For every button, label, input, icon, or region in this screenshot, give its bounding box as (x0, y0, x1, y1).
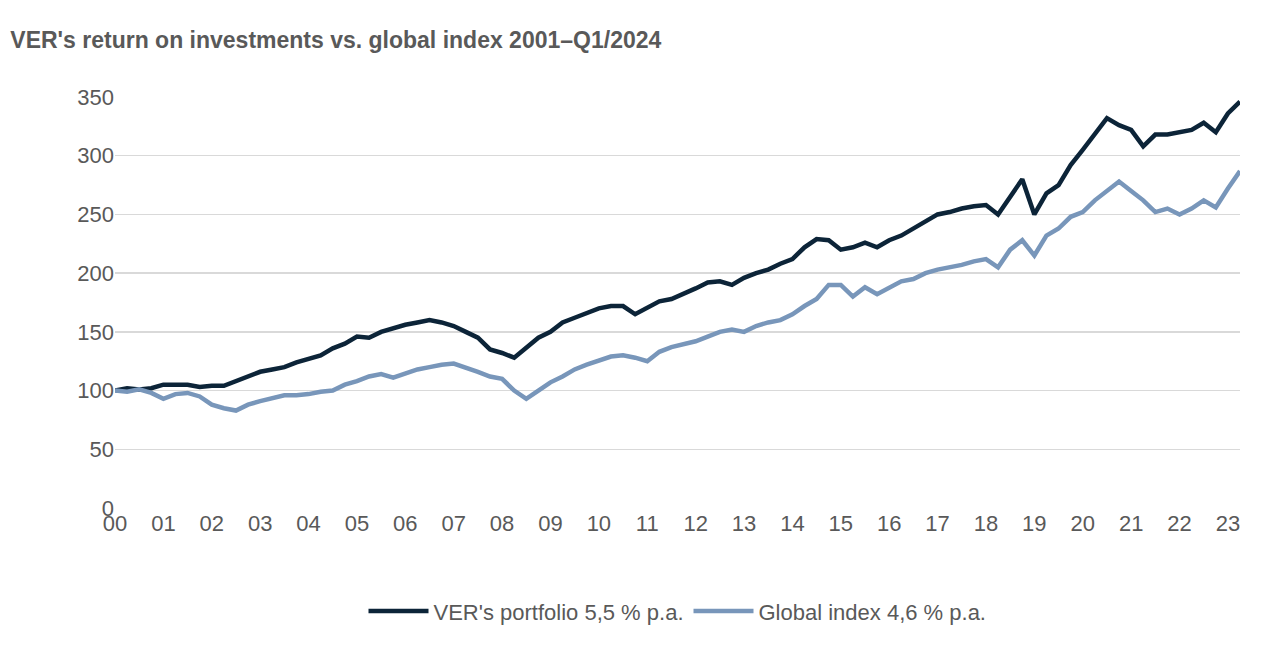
svg-text:350: 350 (77, 85, 114, 110)
svg-text:11: 11 (636, 511, 659, 536)
svg-text:08: 08 (490, 511, 514, 536)
svg-text:13: 13 (732, 511, 756, 536)
svg-text:19: 19 (1022, 511, 1046, 536)
svg-text:17: 17 (925, 511, 949, 536)
svg-text:18: 18 (974, 511, 998, 536)
svg-text:21: 21 (1119, 511, 1143, 536)
svg-text:00: 00 (103, 511, 127, 536)
svg-text:07: 07 (441, 511, 465, 536)
svg-text:23: 23 (1216, 511, 1240, 536)
svg-text:03: 03 (248, 511, 272, 536)
svg-text:14: 14 (780, 511, 804, 536)
svg-text:02: 02 (200, 511, 224, 536)
svg-text:150: 150 (77, 320, 114, 345)
svg-text:VER's return on investments vs: VER's return on investments vs. global i… (10, 27, 661, 53)
svg-text:50: 50 (90, 437, 114, 462)
svg-text:20: 20 (1070, 511, 1094, 536)
svg-text:09: 09 (538, 511, 562, 536)
svg-text:200: 200 (77, 261, 114, 286)
svg-text:15: 15 (829, 511, 853, 536)
svg-text:01: 01 (151, 511, 175, 536)
svg-text:22: 22 (1167, 511, 1191, 536)
svg-text:100: 100 (77, 378, 114, 403)
svg-text:06: 06 (393, 511, 417, 536)
svg-text:250: 250 (77, 202, 114, 227)
svg-text:05: 05 (345, 511, 369, 536)
svg-text:12: 12 (683, 511, 707, 536)
svg-text:VER's portfolio 5,5 % p.a.: VER's portfolio 5,5 % p.a. (434, 600, 684, 625)
svg-text:10: 10 (587, 511, 611, 536)
svg-text:0: 0 (102, 496, 114, 521)
svg-text:04: 04 (296, 511, 320, 536)
svg-text:300: 300 (77, 143, 114, 168)
svg-text:16: 16 (877, 511, 901, 536)
svg-text:Global index 4,6 % p.a.: Global index 4,6 % p.a. (759, 600, 986, 625)
